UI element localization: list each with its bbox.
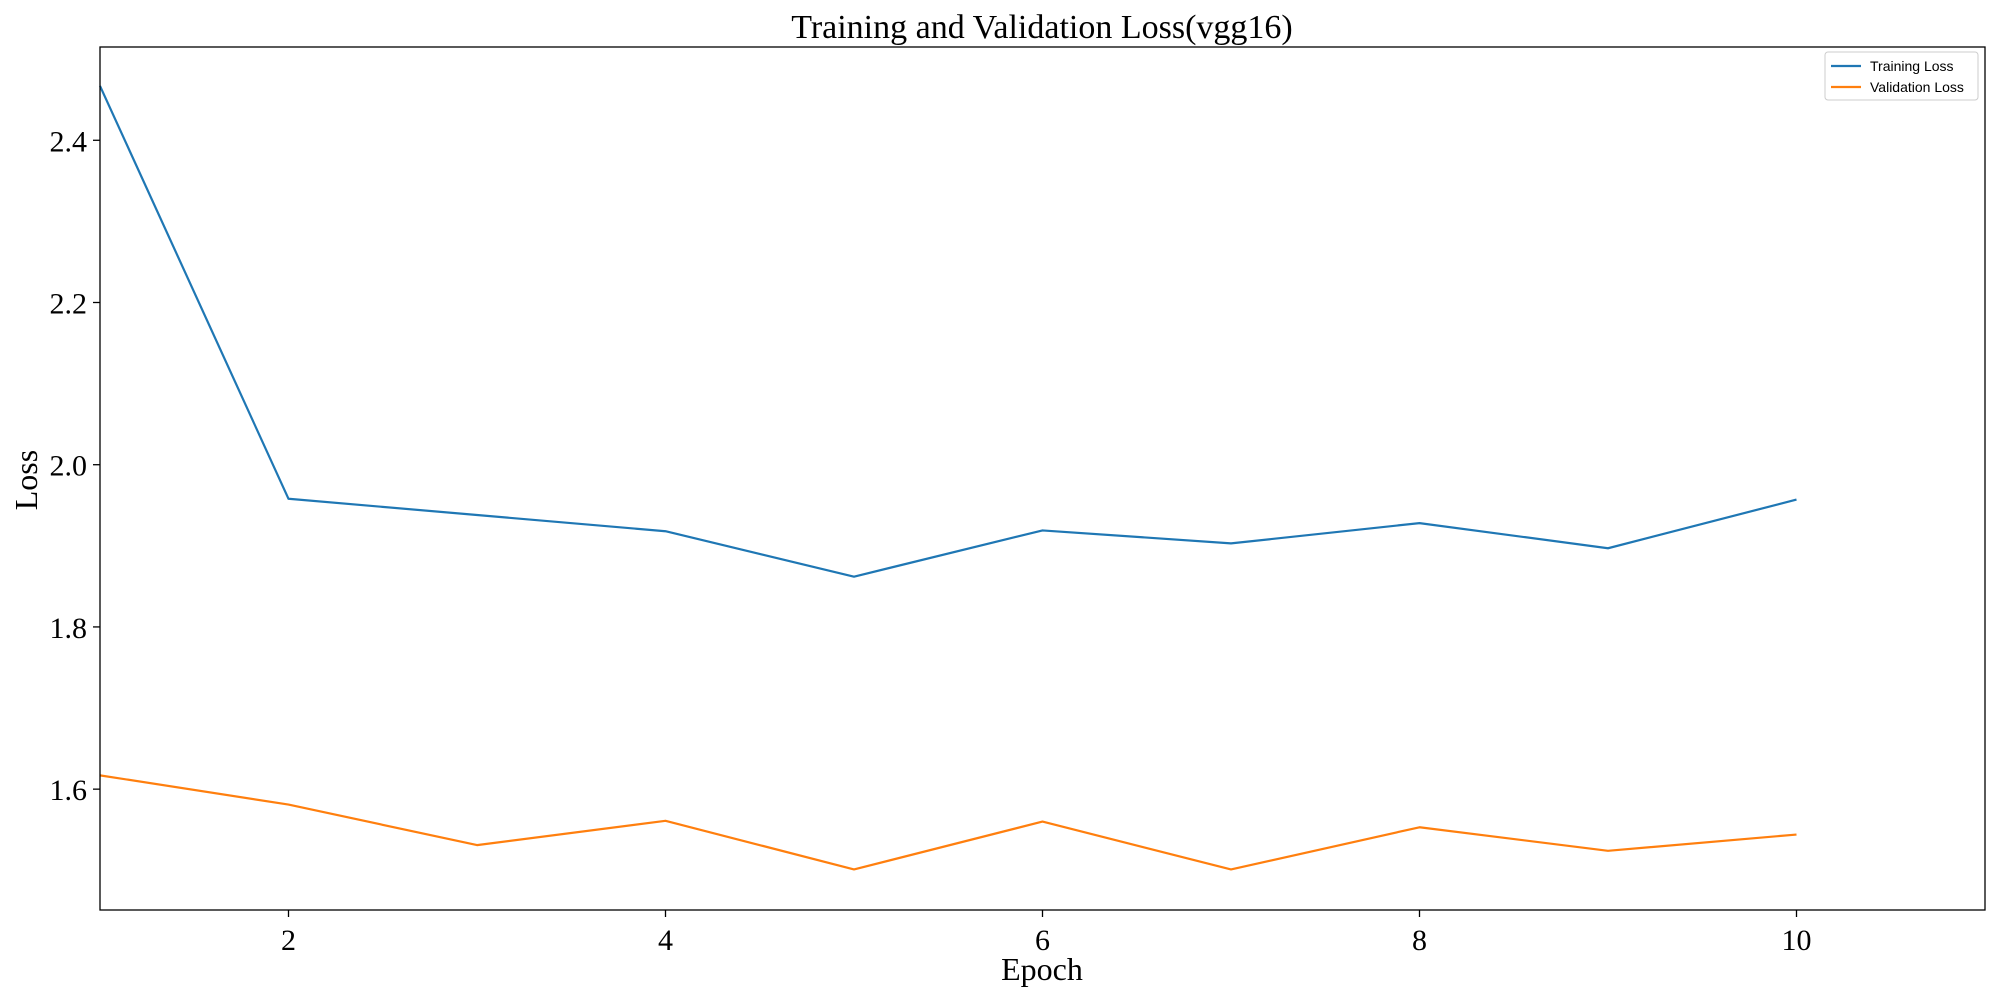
x-tick-label: 2 bbox=[281, 924, 296, 957]
x-tick-label: 6 bbox=[1035, 924, 1050, 957]
plot-area-frame bbox=[99, 46, 1986, 911]
validation-loss-line bbox=[99, 774, 1797, 871]
x-tick-label: 8 bbox=[1412, 924, 1427, 957]
legend: Training Loss Validation Loss bbox=[1824, 51, 1979, 101]
x-tick-label: 10 bbox=[1782, 924, 1812, 957]
y-tick-label: 2.0 bbox=[50, 450, 88, 483]
legend-label-validation-loss: Validation Loss bbox=[1870, 79, 1964, 95]
y-tick-label: 2.2 bbox=[50, 287, 88, 320]
legend-box bbox=[1824, 51, 1979, 101]
y-axis-label: Loss bbox=[8, 450, 44, 510]
y-tick-label: 1.6 bbox=[50, 774, 88, 807]
y-tick-label: 1.8 bbox=[50, 612, 88, 645]
legend-label-training-loss: Training Loss bbox=[1870, 58, 1954, 74]
y-axis-ticks: 1.6 1.8 2.0 2.2 2.4 bbox=[50, 125, 100, 807]
series-lines bbox=[98, 85, 1797, 871]
y-tick-label: 2.4 bbox=[50, 125, 88, 158]
training-loss-line bbox=[98, 85, 1797, 578]
chart-title: Training and Validation Loss(vgg16) bbox=[791, 9, 1292, 46]
x-tick-label: 4 bbox=[658, 924, 673, 957]
x-axis-ticks: 2 4 6 8 10 bbox=[281, 910, 1812, 957]
x-axis-label: Epoch bbox=[1001, 951, 1083, 987]
legend-items: Training Loss Validation Loss bbox=[1831, 58, 1964, 95]
